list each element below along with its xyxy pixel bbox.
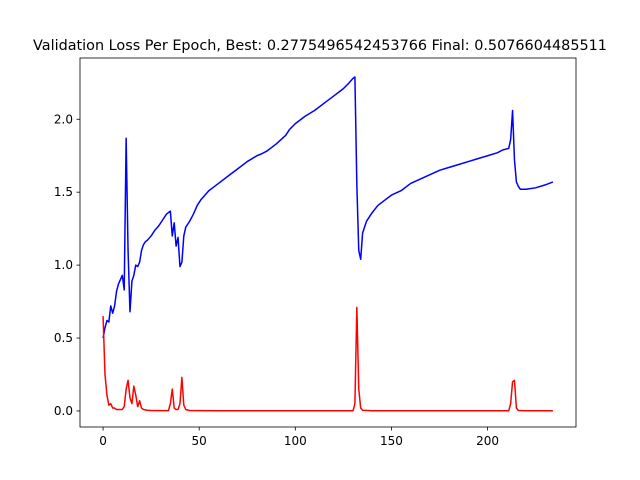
series-line-blue	[102, 76, 554, 339]
series-line-red	[102, 306, 553, 412]
x-tick-label: 50	[192, 434, 207, 448]
x-tick-label: 150	[380, 434, 403, 448]
y-tick-label: 1.5	[54, 185, 73, 199]
y-tick-label: 1.0	[54, 258, 73, 272]
tick-layer: 0 50 100 150 200 0.0 0.5 1.0 1.5 2.0	[54, 112, 499, 448]
x-tick-label: 100	[284, 434, 307, 448]
y-tick-label: 0.0	[54, 404, 73, 418]
axes-frame	[79, 57, 577, 428]
y-tick-label: 2.0	[54, 112, 73, 126]
y-tick-label: 0.5	[54, 331, 73, 345]
x-tick-label: 200	[476, 434, 499, 448]
series-layer	[102, 76, 554, 412]
x-tick-label: 0	[99, 434, 107, 448]
chart-title: Validation Loss Per Epoch, Best: 0.27754…	[33, 38, 607, 54]
